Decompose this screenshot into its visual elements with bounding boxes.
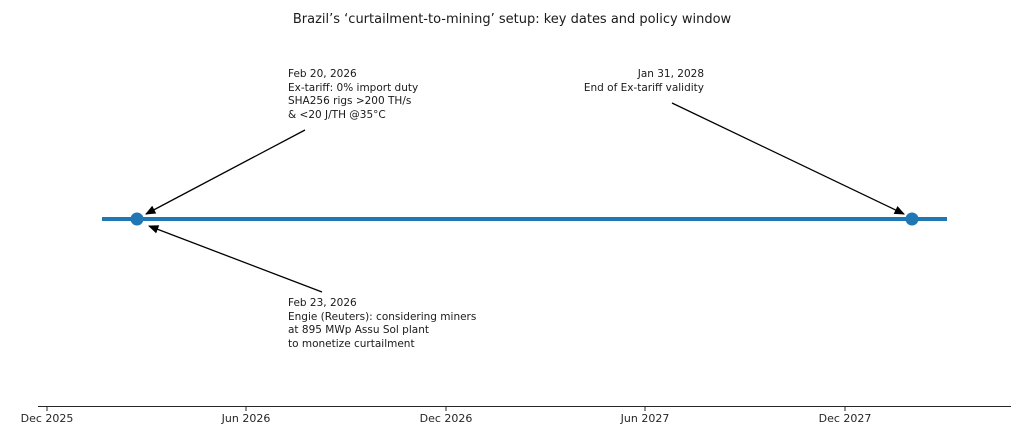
arrow-ex-tariff [145, 129, 306, 215]
x-tick-label-jun-2026: Jun 2026 [221, 412, 271, 425]
annotation-engie: Feb 23, 2026 Engie (Reuters): considerin… [288, 297, 477, 351]
arrow-end-validity [671, 102, 905, 215]
x-tick-label-jun-2027: Jun 2027 [620, 412, 670, 425]
x-tick-label-dec-2026: Dec 2026 [419, 412, 473, 425]
event-marker-jan-2028 [905, 212, 919, 226]
annotation-end-validity: Jan 31, 2028 End of Ex-tariff validity [583, 68, 704, 94]
arrow-engie [148, 225, 323, 293]
x-tick-label-dec-2025: Dec 2025 [20, 412, 74, 425]
event-marker-feb-2026 [130, 212, 144, 226]
x-tick-label-dec-2027: Dec 2027 [818, 412, 872, 425]
annotation-ex-tariff: Feb 20, 2026 Ex-tariff: 0% import duty S… [288, 68, 419, 122]
chart-title: Brazil’s ‘curtailment-to-mining’ setup: … [292, 12, 732, 27]
